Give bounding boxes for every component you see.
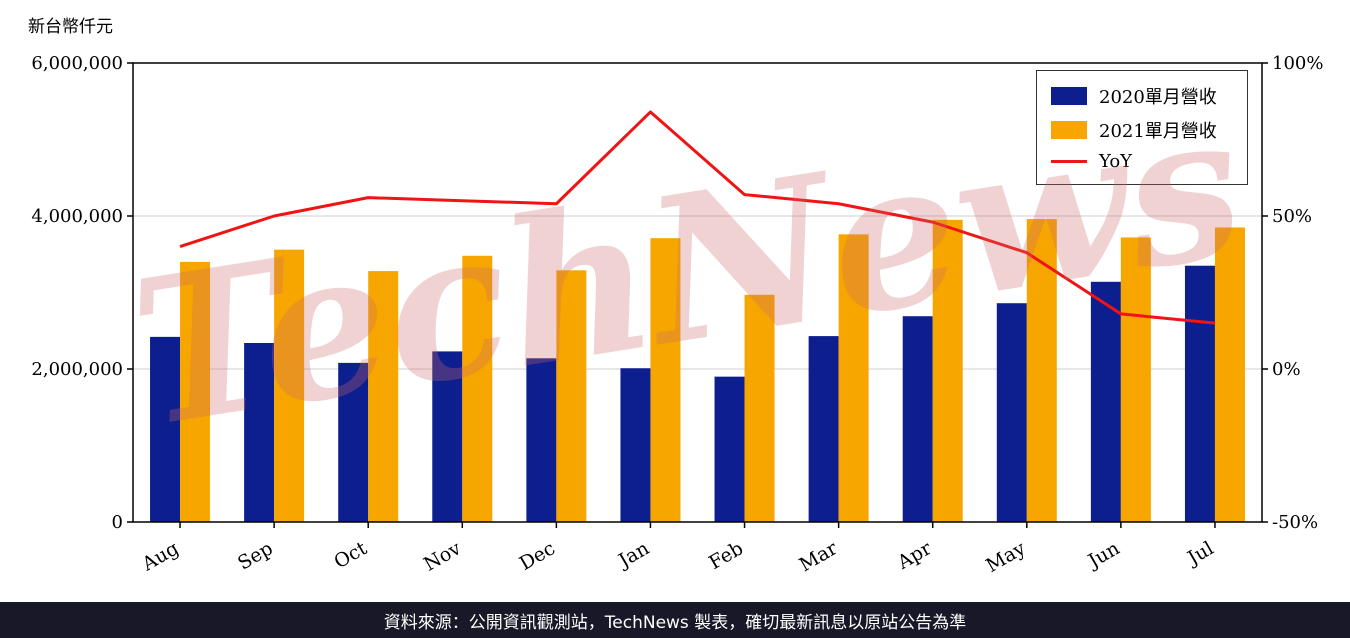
- x-tick-label: Jun: [1083, 537, 1124, 573]
- bar-2021-jan: [650, 238, 681, 522]
- bar-2021-dec: [556, 270, 587, 522]
- legend-bar-swatch: [1051, 121, 1087, 139]
- legend-item-1: 2021單月營收: [1037, 113, 1247, 147]
- bar-2020-nov: [432, 351, 463, 522]
- axis-unit-label: 新台幣仟元: [28, 17, 113, 37]
- x-tick-label: Jul: [1182, 537, 1217, 570]
- legend-item-2: YoY: [1037, 147, 1247, 176]
- legend-label: YoY: [1099, 151, 1133, 172]
- x-tick-label: Dec: [516, 537, 559, 575]
- bar-2020-may: [996, 303, 1027, 522]
- right-tick-label: 0%: [1272, 359, 1301, 380]
- right-tick-label: -50%: [1272, 512, 1318, 533]
- legend-label: 2020單月營收: [1099, 87, 1217, 108]
- x-tick-label: Mar: [796, 537, 842, 576]
- left-tick-label: 4,000,000: [31, 206, 123, 227]
- right-tick-label: 50%: [1272, 206, 1312, 227]
- bar-2021-may: [1026, 219, 1057, 522]
- bar-2021-aug: [180, 261, 211, 522]
- bar-2021-jun: [1120, 237, 1151, 523]
- right-tick-label: 100%: [1272, 53, 1323, 74]
- chart-legend: 2020單月營收 2021單月營收 YoY: [1036, 70, 1248, 185]
- bar-2020-dec: [526, 358, 557, 522]
- legend-bar-swatch: [1051, 87, 1087, 105]
- bar-2021-sep: [274, 249, 305, 522]
- bar-2021-jul: [1214, 227, 1245, 522]
- bar-2021-feb: [744, 294, 775, 522]
- x-tick-label: Aug: [138, 537, 183, 576]
- legend-line-swatch: [1051, 160, 1087, 163]
- bar-2020-oct: [338, 362, 369, 522]
- plot-border: [132, 62, 1263, 523]
- x-tick-label: May: [982, 537, 1029, 577]
- bar-2020-jan: [620, 368, 651, 522]
- bar-2020-jul: [1184, 265, 1215, 522]
- bar-2021-oct: [368, 271, 399, 522]
- x-tick-label: Jan: [613, 537, 653, 573]
- left-tick-label: 6,000,000: [31, 53, 123, 74]
- yoy-line: [179, 110, 1216, 325]
- x-tick-label: Sep: [234, 537, 277, 574]
- source-footer: 資料來源：公開資訊觀測站，TechNews 製表，確切最新訊息以原站公告為準: [0, 602, 1350, 638]
- bar-2021-nov: [462, 255, 493, 522]
- bar-2020-sep: [244, 342, 275, 522]
- bar-2020-jun: [1090, 281, 1121, 522]
- revenue-yoy-chart: 0 2,000,000 4,000,000 6,000,000 -50% 0% 50% 100…: [31, 53, 1323, 577]
- bar-2021-apr: [932, 219, 963, 522]
- bar-2020-feb: [714, 376, 745, 522]
- x-tick-label: Oct: [330, 537, 371, 573]
- legend-item-0: 2020單月營收: [1037, 79, 1247, 113]
- left-tick-label: 0: [112, 512, 123, 533]
- x-tick-label: Nov: [420, 537, 465, 576]
- legend-label: 2021單月營收: [1099, 121, 1217, 142]
- bar-2020-mar: [808, 336, 839, 522]
- left-tick-label: 2,000,000: [31, 359, 123, 380]
- x-tick-label: Apr: [893, 537, 936, 574]
- bar-2020-aug: [150, 336, 181, 522]
- x-tick-label: Feb: [705, 537, 747, 574]
- bar-2020-apr: [902, 316, 933, 522]
- bar-2021-mar: [838, 234, 869, 523]
